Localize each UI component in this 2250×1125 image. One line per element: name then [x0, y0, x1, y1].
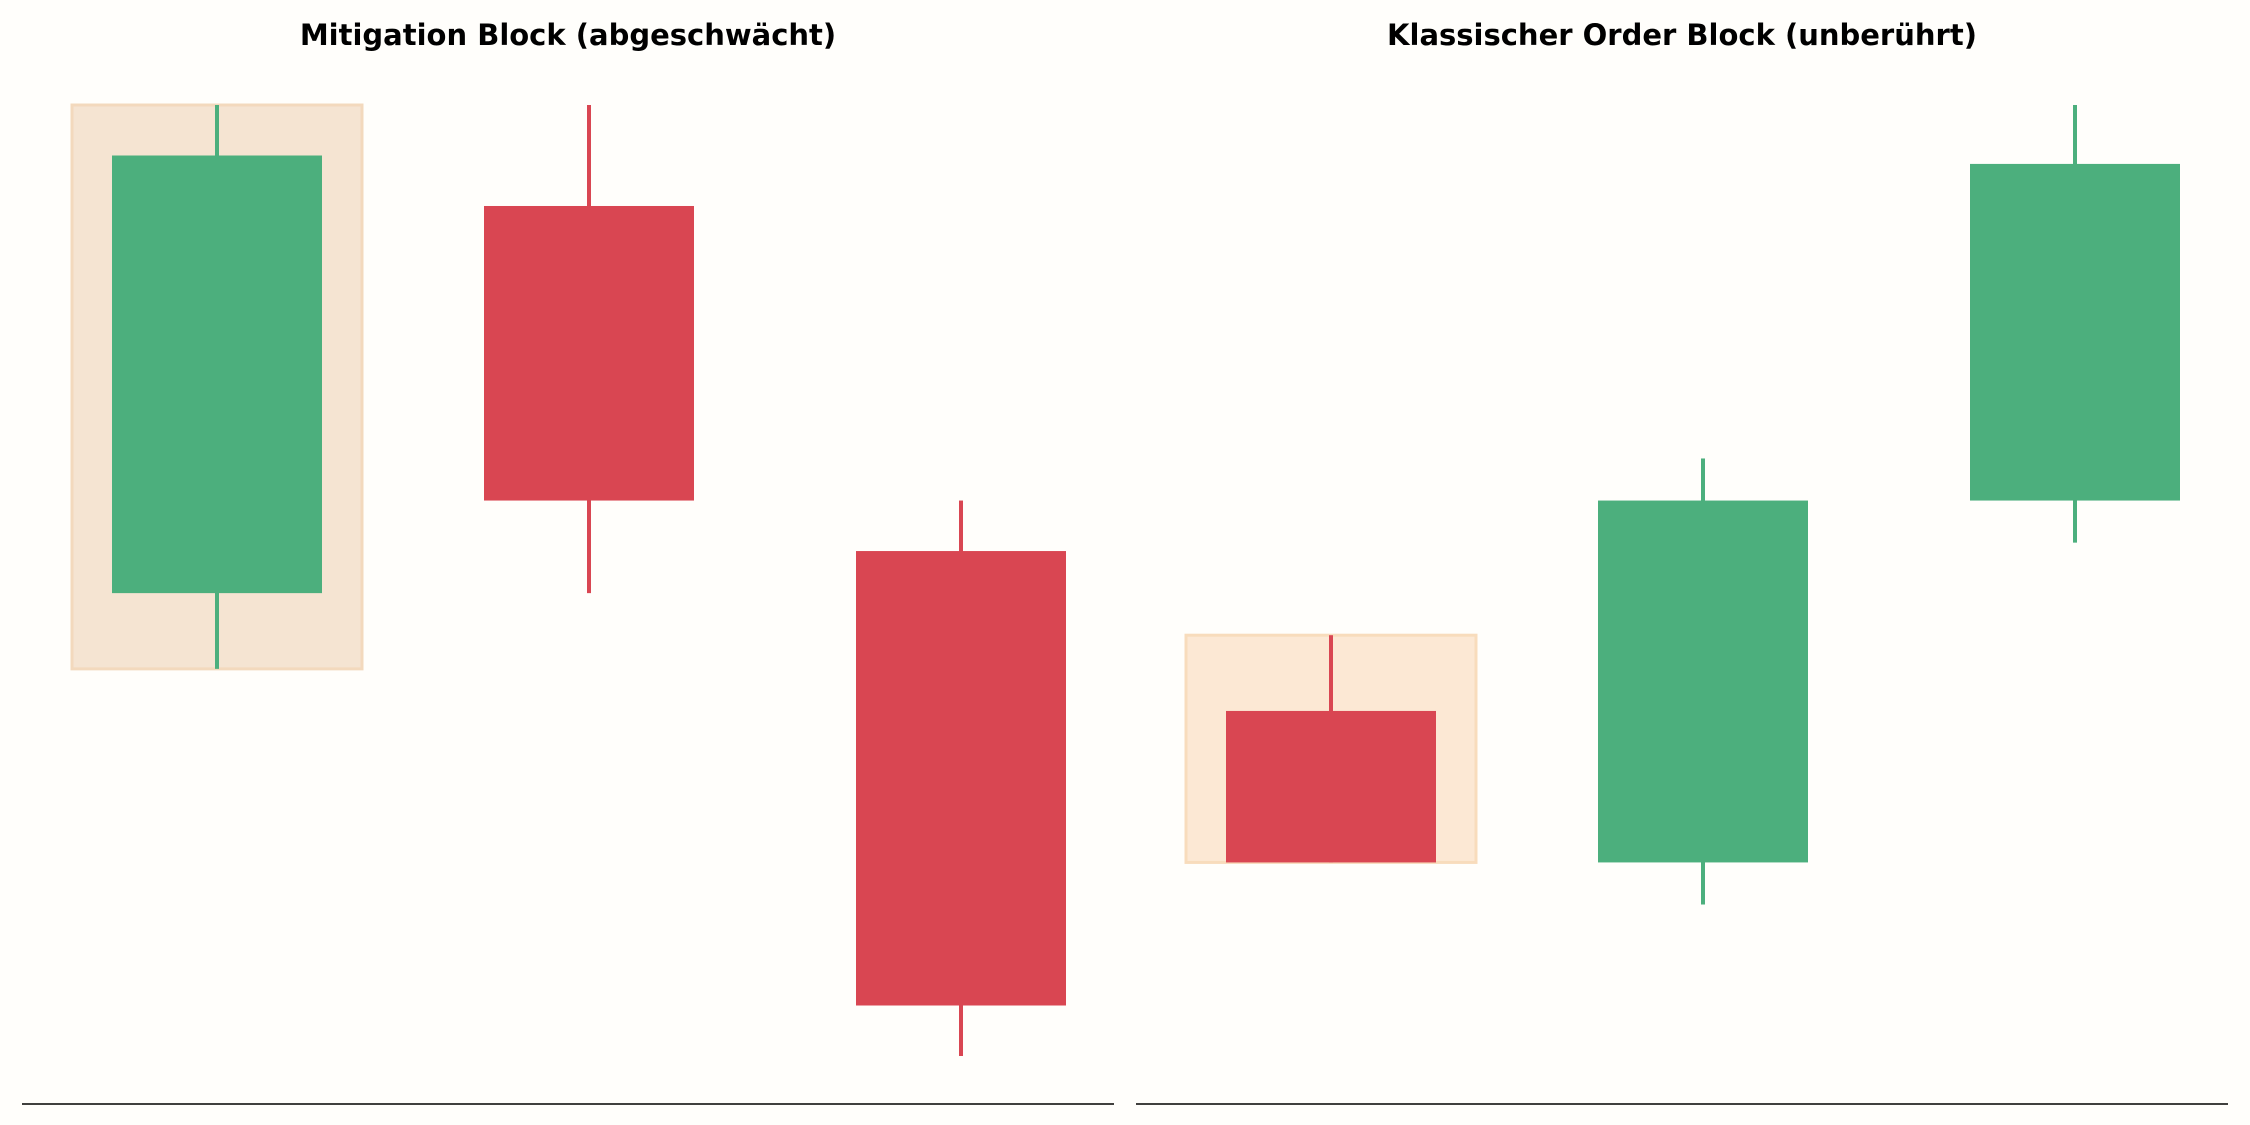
candles-layer: [112, 105, 1066, 1056]
bearish-candle-body: [1226, 710, 1436, 863]
bullish-candle-body: [1970, 163, 2180, 501]
bullish-candle-body: [112, 155, 322, 594]
candles-layer: [1226, 105, 2180, 905]
bullish-candle-body: [1598, 500, 1808, 863]
panel-mitigation-block: Mitigation Block (abgeschwächt): [22, 18, 1114, 1105]
bearish-candle-body: [484, 205, 694, 501]
panel-title-classic-order-block: Klassischer Order Block (unberührt): [1387, 18, 1977, 52]
panel-classic-order-block: Klassischer Order Block (unberührt): [1136, 18, 2228, 1105]
panel-title-mitigation-block: Mitigation Block (abgeschwächt): [300, 18, 836, 52]
bearish-candle-body: [856, 551, 1066, 1006]
